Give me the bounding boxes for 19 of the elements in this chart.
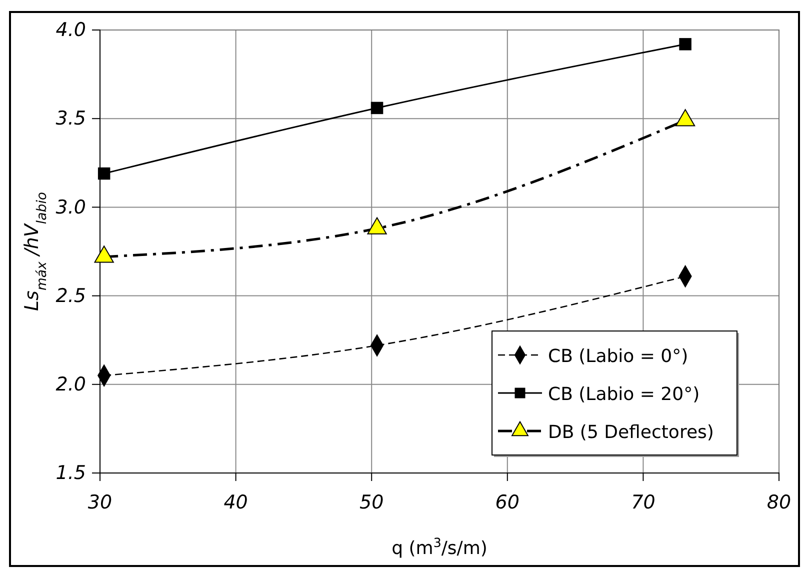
y-tick-label: 3.0 — [56, 196, 86, 218]
point — [370, 102, 384, 114]
y-tick-label: 2.5 — [56, 284, 86, 307]
y-tick-label: 2.0 — [56, 373, 86, 396]
x-tick-label: 30 — [88, 491, 112, 514]
x-axis-title: q (m$^{3}$/s/m) — [392, 534, 488, 559]
point — [679, 38, 692, 50]
x-tick-label: 50 — [360, 491, 384, 514]
y-tick-label: 1.5 — [56, 462, 86, 484]
x-tick-label: 40 — [224, 491, 248, 514]
x-tick-label: 60 — [495, 491, 520, 514]
y-tick-label: 3.5 — [56, 108, 86, 130]
legend-label: CB (Labio = 20°) — [548, 384, 700, 405]
x-tick-label: 80 — [766, 491, 792, 514]
y-tick-label: 4.0 — [56, 19, 86, 42]
legend-label: CB (Labio = 0°) — [548, 346, 688, 367]
legend-label: DB (5 Deflectores) — [548, 422, 714, 443]
x-tick-label: 70 — [631, 491, 656, 514]
point — [98, 167, 110, 180]
